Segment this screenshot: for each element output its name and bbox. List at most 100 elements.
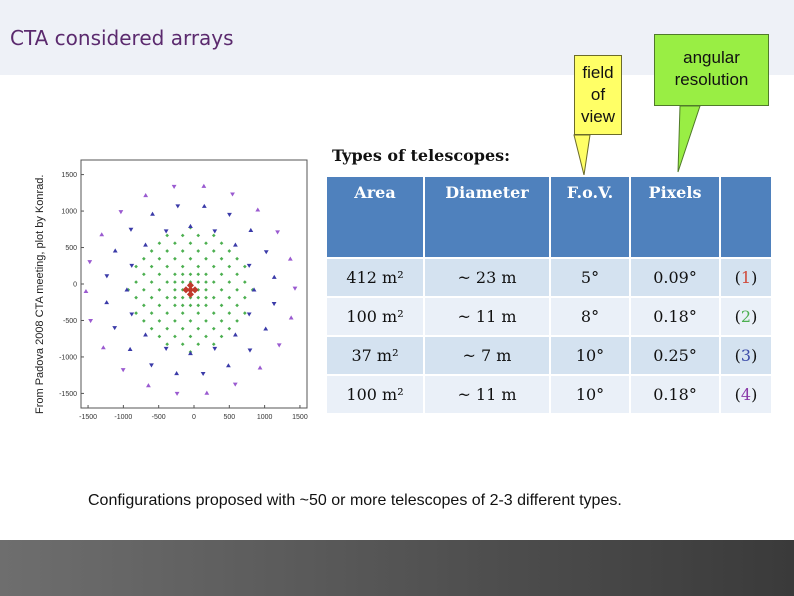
types-of-telescopes-label: Types of telescopes: xyxy=(332,146,511,165)
slide-title: CTA considered arrays xyxy=(10,26,234,50)
x-tick-label: -500 xyxy=(152,414,166,420)
telescope-marker xyxy=(235,287,239,292)
telescope-marker xyxy=(142,319,146,323)
telescope-marker xyxy=(227,264,232,269)
telescope-marker xyxy=(188,272,193,277)
telescope-marker xyxy=(204,280,208,284)
telescope-marker xyxy=(271,274,277,279)
telescope-marker xyxy=(246,263,252,268)
x-tick-label: -1000 xyxy=(114,414,132,420)
telescope-marker xyxy=(188,241,193,246)
table-row: 100 m² ~ 11 m 10° 0.18° (4) xyxy=(325,374,773,415)
telescope-marker xyxy=(227,295,232,300)
telescope-marker xyxy=(165,264,170,269)
telescope-marker xyxy=(157,241,162,246)
telescope-marker xyxy=(149,326,154,331)
angular-callout-text: angular resolution xyxy=(674,48,749,89)
telescope-marker xyxy=(204,287,208,292)
telescope-marker xyxy=(88,319,94,324)
telescope-marker xyxy=(165,311,170,315)
telescope-marker xyxy=(196,303,201,308)
telescope-marker xyxy=(188,223,193,228)
telescope-marker xyxy=(180,311,185,315)
cell-fov: 8° xyxy=(549,296,631,337)
telescope-marker xyxy=(180,326,185,331)
type-number: 2 xyxy=(740,307,752,326)
telescope-marker xyxy=(232,382,238,387)
telescope-marker xyxy=(163,346,169,351)
telescope-marker xyxy=(211,295,216,300)
telescope-marker xyxy=(142,256,146,261)
telescope-marker xyxy=(87,260,93,265)
telescope-marker xyxy=(143,242,148,247)
x-tick-label: 1000 xyxy=(257,414,273,420)
telescope-marker xyxy=(165,326,170,331)
telescope-marker xyxy=(196,311,201,315)
telescope-marker xyxy=(219,319,224,323)
x-tick-label: -1500 xyxy=(79,414,97,420)
telescope-marker xyxy=(211,311,216,315)
cell-diameter: ~ 7 m xyxy=(423,335,551,376)
telescope-marker xyxy=(157,287,162,292)
telescope-marker xyxy=(149,280,154,284)
telescope-marker xyxy=(188,319,193,323)
x-tick-label: 0 xyxy=(192,414,196,420)
telescope-marker xyxy=(163,229,169,234)
telescope-marker xyxy=(196,272,201,277)
telescope-marker xyxy=(251,287,257,292)
telescope-marker xyxy=(146,383,151,388)
plot-frame xyxy=(80,159,308,409)
fov-callout: field of view xyxy=(574,55,622,135)
telescope-marker xyxy=(211,280,216,284)
telescope-marker xyxy=(186,281,195,289)
telescope-marker xyxy=(196,295,201,300)
y-tick-label: 1500 xyxy=(61,172,77,179)
cell-pixels: 0.18° xyxy=(629,296,721,337)
telescope-marker xyxy=(204,272,208,277)
telescope-marker xyxy=(149,295,154,300)
telescope-marker xyxy=(173,280,177,284)
plot-ticks: -1500 -1000 -500 0 500 1000 1500 1500 1000 500 0 -5… xyxy=(59,172,308,420)
telescope-marker xyxy=(233,332,238,337)
telescope-marker xyxy=(124,287,130,292)
telescope-marker xyxy=(104,274,110,279)
telescope-marker xyxy=(173,295,177,300)
cell-area: 100 m² xyxy=(325,374,425,415)
telescope-marker xyxy=(243,280,247,284)
telescope-marker xyxy=(180,272,185,277)
telescope-marker xyxy=(248,227,254,233)
telescope-marker xyxy=(173,272,177,277)
telescope-marker xyxy=(149,363,154,368)
cell-pixels: 0.18° xyxy=(629,374,721,415)
telescope-marker xyxy=(129,263,135,268)
telescope-marker xyxy=(175,204,181,209)
telescope-marker xyxy=(263,250,269,255)
cell-area: 37 m² xyxy=(325,335,425,376)
telescope-marker xyxy=(129,312,135,317)
telescope-marker xyxy=(143,192,149,198)
angular-pointer xyxy=(677,105,701,173)
telescope-marker xyxy=(180,264,185,269)
telescope-marker xyxy=(180,249,185,253)
y-tick-label: 0 xyxy=(73,282,77,289)
cell-fov: 5° xyxy=(549,257,631,298)
telescope-marker xyxy=(227,280,232,284)
cell-type-tag: (1) xyxy=(719,257,773,298)
telescope-marker xyxy=(271,302,277,307)
telescope-marker xyxy=(219,303,224,308)
telescope-marker xyxy=(247,348,253,353)
telescope-marker xyxy=(173,319,177,323)
telescope-marker xyxy=(180,295,185,300)
telescope-marker xyxy=(128,227,134,232)
cell-type-tag: (4) xyxy=(719,374,773,415)
telescope-marker xyxy=(149,311,154,315)
telescope-marker xyxy=(243,295,247,300)
telescope-marker xyxy=(174,391,180,396)
cell-diameter: ~ 11 m xyxy=(423,296,551,337)
telescope-marker xyxy=(287,256,293,261)
table-row: 100 m² ~ 11 m 8° 0.18° (2) xyxy=(325,296,773,337)
telescope-marker xyxy=(112,248,118,253)
angular-resolution-callout: angular resolution xyxy=(654,34,769,106)
telescope-marker xyxy=(196,326,201,331)
fov-pointer xyxy=(573,134,591,176)
